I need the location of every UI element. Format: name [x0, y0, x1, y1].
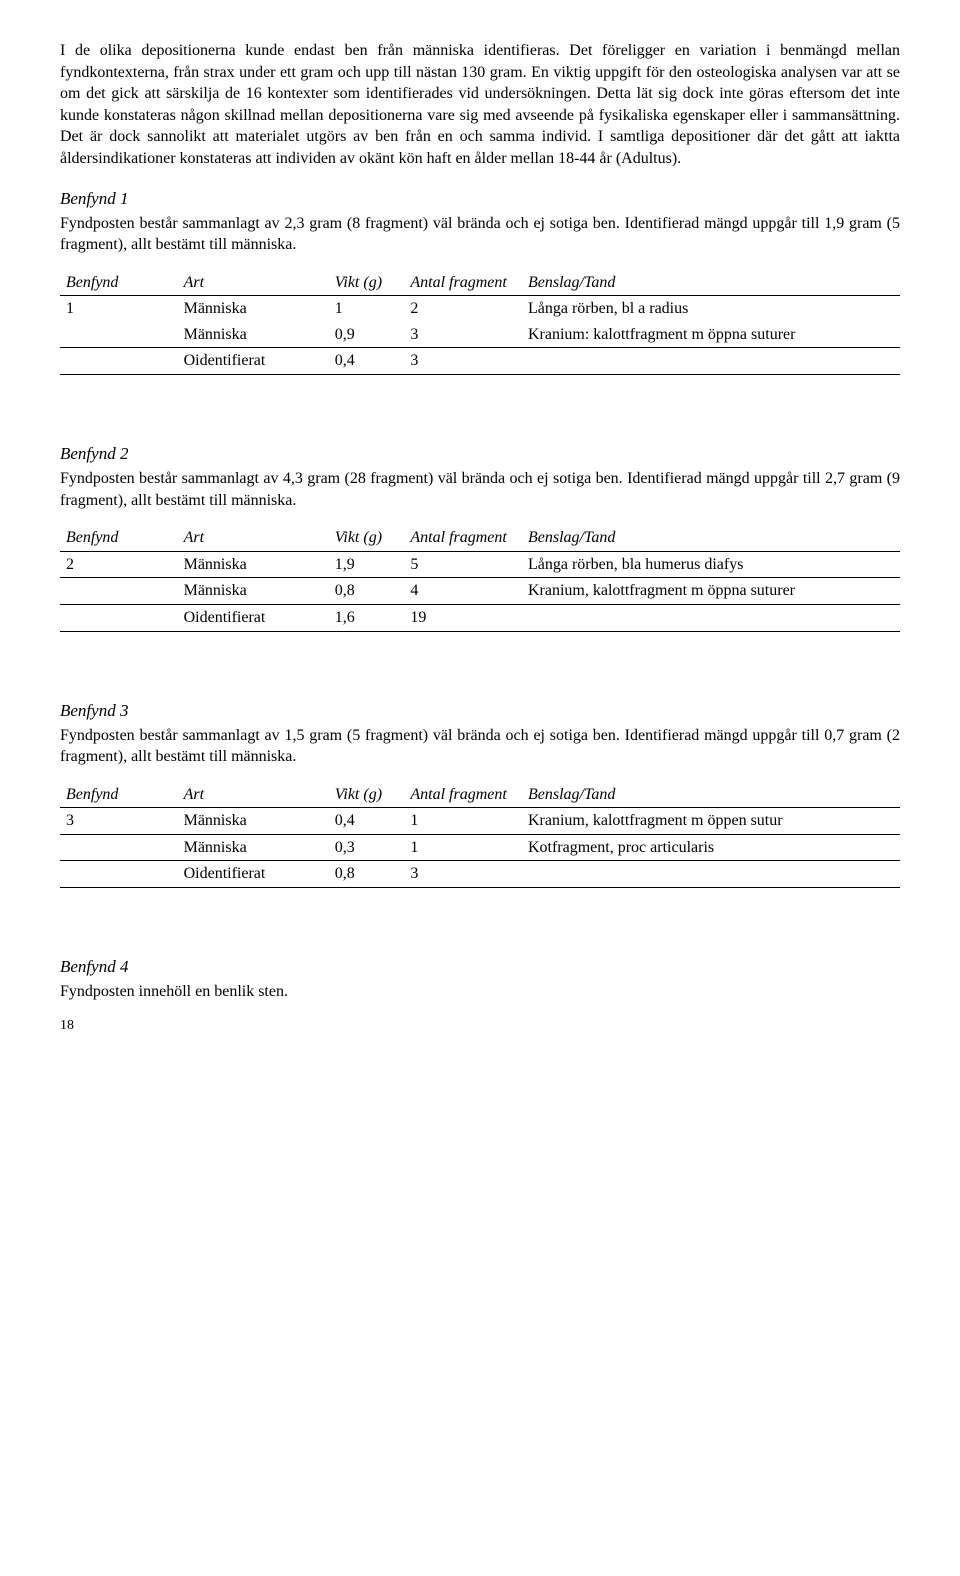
section-description: Fyndposten består sammanlagt av 4,3 gram… — [60, 468, 900, 511]
column-header-antal: Antal fragment — [404, 270, 522, 296]
cell-art: Människa — [178, 551, 329, 578]
table-row: Människa0,93Kranium: kalottfragment m öp… — [60, 322, 900, 348]
benfynd-table: BenfyndArtVikt (g)Antal fragmentBenslag/… — [60, 525, 900, 631]
cell-benslag: Kranium, kalottfragment m öppna suturer — [522, 578, 900, 605]
cell-benfynd — [60, 578, 178, 605]
section-title: Benfynd 1 — [60, 188, 900, 211]
cell-benfynd — [60, 348, 178, 375]
table-row: Oidentifierat1,619 — [60, 604, 900, 631]
column-header-vikt: Vikt (g) — [329, 782, 405, 808]
cell-vikt: 0,4 — [329, 808, 405, 835]
cell-vikt: 1,9 — [329, 551, 405, 578]
column-header-art: Art — [178, 525, 329, 551]
cell-benslag: Långa rörben, bla humerus diafys — [522, 551, 900, 578]
cell-benslag — [522, 348, 900, 375]
cell-vikt: 0,8 — [329, 578, 405, 605]
column-header-vikt: Vikt (g) — [329, 525, 405, 551]
cell-art: Oidentifierat — [178, 348, 329, 375]
column-header-benfynd: Benfynd — [60, 782, 178, 808]
table-row: 3Människa0,41Kranium, kalottfragment m ö… — [60, 808, 900, 835]
section-description: Fyndposten består sammanlagt av 1,5 gram… — [60, 725, 900, 768]
cell-art: Människa — [178, 808, 329, 835]
column-header-benslag: Benslag/Tand — [522, 270, 900, 296]
cell-benslag: Kranium, kalottfragment m öppen sutur — [522, 808, 900, 835]
cell-benfynd: 1 — [60, 296, 178, 322]
cell-antal: 4 — [404, 578, 522, 605]
cell-benfynd: 2 — [60, 551, 178, 578]
cell-benfynd — [60, 834, 178, 861]
benfynd-table: BenfyndArtVikt (g)Antal fragmentBenslag/… — [60, 782, 900, 888]
cell-benslag — [522, 861, 900, 888]
column-header-benfynd: Benfynd — [60, 270, 178, 296]
intro-paragraph: I de olika depositionerna kunde endast b… — [60, 40, 900, 170]
cell-antal: 3 — [404, 861, 522, 888]
column-header-benslag: Benslag/Tand — [522, 782, 900, 808]
cell-art: Människa — [178, 322, 329, 348]
section-description: Fyndposten innehöll en benlik sten. — [60, 981, 900, 1003]
section-title: Benfynd 2 — [60, 443, 900, 466]
table-row: Oidentifierat0,83 — [60, 861, 900, 888]
table-row: Människa0,31Kotfragment, proc articulari… — [60, 834, 900, 861]
cell-benslag: Kotfragment, proc articularis — [522, 834, 900, 861]
cell-antal: 5 — [404, 551, 522, 578]
cell-art: Människa — [178, 578, 329, 605]
cell-benslag — [522, 604, 900, 631]
benfynd-table: BenfyndArtVikt (g)Antal fragmentBenslag/… — [60, 270, 900, 375]
cell-antal: 3 — [404, 322, 522, 348]
cell-benfynd — [60, 322, 178, 348]
column-header-vikt: Vikt (g) — [329, 270, 405, 296]
cell-antal: 1 — [404, 808, 522, 835]
column-header-antal: Antal fragment — [404, 525, 522, 551]
cell-antal: 2 — [404, 296, 522, 322]
cell-vikt: 0,4 — [329, 348, 405, 375]
table-row: Oidentifierat0,43 — [60, 348, 900, 375]
cell-art: Oidentifierat — [178, 604, 329, 631]
cell-vikt: 0,8 — [329, 861, 405, 888]
cell-vikt: 0,3 — [329, 834, 405, 861]
section-title: Benfynd 3 — [60, 700, 900, 723]
cell-antal: 1 — [404, 834, 522, 861]
table-row: 1Människa12Långa rörben, bl a radius — [60, 296, 900, 322]
cell-art: Människa — [178, 296, 329, 322]
section-description: Fyndposten består sammanlagt av 2,3 gram… — [60, 213, 900, 256]
cell-antal: 19 — [404, 604, 522, 631]
cell-vikt: 1 — [329, 296, 405, 322]
section-title: Benfynd 4 — [60, 956, 900, 979]
cell-art: Människa — [178, 834, 329, 861]
table-row: Människa0,84Kranium, kalottfragment m öp… — [60, 578, 900, 605]
cell-art: Oidentifierat — [178, 861, 329, 888]
cell-benfynd — [60, 604, 178, 631]
cell-vikt: 0,9 — [329, 322, 405, 348]
page-number: 18 — [60, 1017, 74, 1036]
cell-benfynd — [60, 861, 178, 888]
column-header-benfynd: Benfynd — [60, 525, 178, 551]
column-header-benslag: Benslag/Tand — [522, 525, 900, 551]
cell-vikt: 1,6 — [329, 604, 405, 631]
cell-benslag: Långa rörben, bl a radius — [522, 296, 900, 322]
cell-benslag: Kranium: kalottfragment m öppna suturer — [522, 322, 900, 348]
cell-antal: 3 — [404, 348, 522, 375]
column-header-art: Art — [178, 782, 329, 808]
column-header-art: Art — [178, 270, 329, 296]
cell-benfynd: 3 — [60, 808, 178, 835]
table-row: 2Människa1,95Långa rörben, bla humerus d… — [60, 551, 900, 578]
column-header-antal: Antal fragment — [404, 782, 522, 808]
